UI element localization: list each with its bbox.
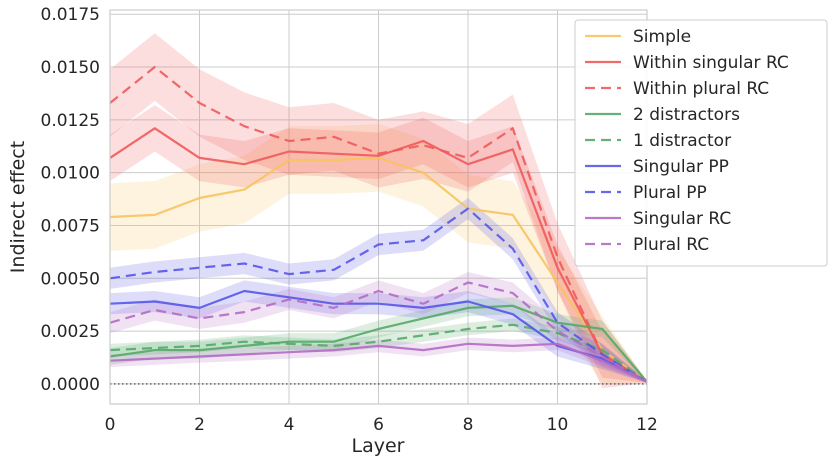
legend-label: 2 distractors [633,105,740,125]
x-axis-title: Layer [352,435,405,457]
y-tick-label: 0.0125 [41,111,100,131]
x-tick-label: 6 [373,415,384,435]
legend-label: Within plural RC [633,79,769,99]
series-line [109,304,648,383]
series-line [109,127,648,383]
confidence-band [110,297,647,383]
legend-label: Plural PP [633,183,707,203]
confidence-band [110,198,647,383]
series-line [109,323,648,383]
series-line [109,342,648,383]
legend-label: Singular PP [633,157,729,177]
confidence-band [110,272,647,383]
confidence-band [110,337,647,383]
y-tick-label: 0.0100 [41,164,100,184]
x-tick-label: 12 [636,415,658,435]
grid [109,10,648,404]
y-tick-label: 0.0025 [41,322,100,342]
legend: Simple Within singular RC Within plural RC… [574,19,828,267]
y-axis-title: Indirect effect [7,141,29,273]
y-tick-label: 0.0150 [41,58,100,78]
series-line [109,289,648,383]
x-tick-label: 8 [463,415,474,435]
series-line [109,156,648,383]
x-tick-label: 0 [105,415,116,435]
legend-label: Singular RC [633,209,731,229]
series-line [109,207,648,383]
legend-label: Within singular RC [633,53,789,73]
legend-label: Plural RC [633,235,709,255]
x-tick-label: 10 [547,415,569,435]
confidence-band [110,33,647,389]
tick-labels: 0 2 4 6 8 10 12 0.0000 0.0025 0.0050 0.0075 0.0100 0… [41,5,658,435]
legend-label: Simple [633,27,691,47]
series-line [109,281,648,383]
y-tick-label: 0.0075 [41,216,100,236]
legend-label: 1 distractor [633,131,731,151]
legend-box [574,19,828,267]
y-tick-label: 0.0175 [41,5,100,25]
x-tick-label: 2 [194,415,205,435]
x-tick-label: 4 [284,415,295,435]
confidence-band [110,105,647,383]
series-lines [109,65,648,385]
series-line [109,65,648,383]
y-tick-label: 0.0000 [41,375,100,395]
y-tick-label: 0.0050 [41,269,100,289]
